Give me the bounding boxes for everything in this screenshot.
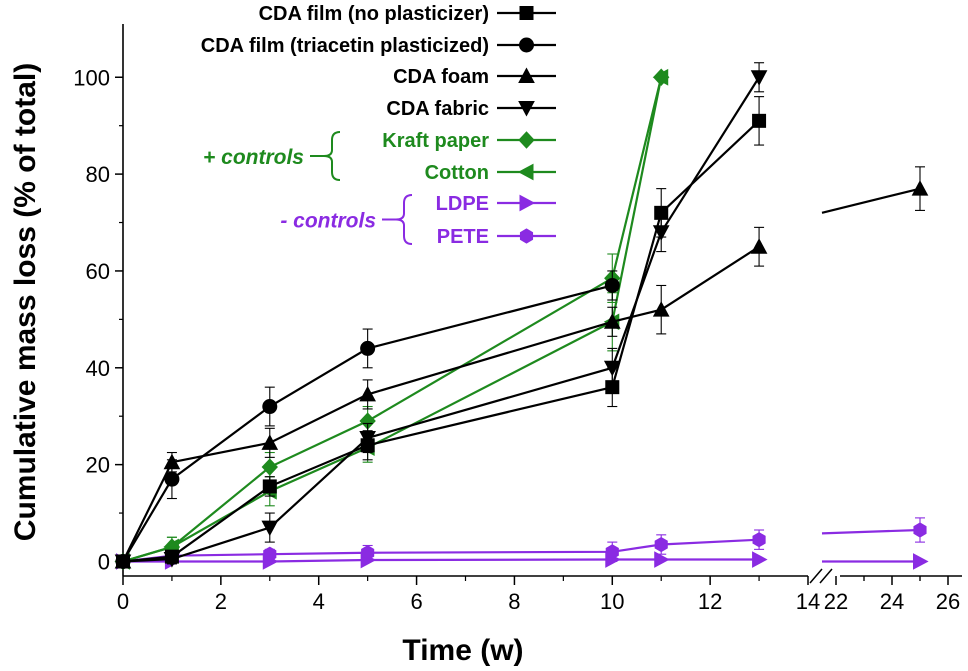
x-axis-title: Time (w) [402,634,523,667]
legend-marker [519,228,534,244]
legend-marker [518,101,535,117]
y-tick-label: 100 [73,65,110,90]
legend-label: CDA film (no plasticizer) [259,3,489,25]
data-point [360,340,376,356]
series-cda-film-triacetin-plasticized [115,270,620,569]
y-axis-title: Cumulative mass loss (% of total) [9,63,42,541]
legend-marker [519,37,534,53]
legend-marker [518,131,535,149]
legend-entry: CDA fabric [386,98,556,120]
x-tick-label: 24 [880,589,904,614]
x-tick-label: 12 [698,589,722,614]
legend-label: PETE [437,226,489,248]
data-point [654,205,669,220]
x-tick-label: 8 [508,589,520,614]
legend-entry: Cotton [425,162,556,184]
legend-entry: CDA film (triacetin plasticized) [201,35,556,57]
x-tick-label: 4 [313,589,325,614]
legend-entry: LDPE [436,193,556,215]
data-point [654,536,668,553]
data-point [359,385,376,402]
y-tick-label: 0 [98,549,110,574]
legend-label: CDA fabric [386,98,489,120]
data-point [752,113,767,128]
data-point [752,551,768,568]
data-point [116,554,130,569]
legend-entry: PETE [437,226,556,248]
legend-group: - controls [280,194,413,245]
x-tick-label: 0 [117,589,129,614]
axis-break-mark [809,568,823,584]
series-line [122,77,663,563]
data-point [361,545,375,561]
data-point [654,551,670,568]
data-point [913,522,927,538]
legend-label: CDA foam [393,66,489,88]
y-tick-label: 60 [86,259,110,284]
data-point [263,546,277,562]
legend-marker [519,6,534,20]
x-tick-label: 10 [600,589,624,614]
y-tick-label: 20 [86,453,110,478]
data-point [164,549,179,564]
x-tick-label: 22 [824,589,848,614]
legend-entry: Kraft paper [382,130,556,152]
data-point [605,380,620,395]
data-point [750,238,768,254]
data-point [605,544,619,560]
data-point [261,458,278,476]
series-line-after-break [821,528,921,535]
legend-marker [519,194,536,212]
legend: CDA film (no plasticizer) CDA film (triac… [201,3,556,248]
plot-series [114,62,929,571]
series-line [122,120,760,563]
legend-group-label: - controls [280,210,376,233]
data-point [261,434,279,450]
legend-group-brace [395,194,413,245]
data-point [262,479,277,494]
legend-label: Kraft paper [382,130,489,152]
x-tick-label: 14 [796,589,820,614]
legend-label: CDA film (triacetin plasticized) [201,35,489,57]
data-point [911,180,929,196]
legend-group: + controls [203,131,341,181]
series-cda-film-no-plasticizer [116,96,767,569]
legend-entry: CDA foam [393,66,556,88]
data-point [752,532,766,548]
data-point [360,438,375,453]
x-tick-label: 2 [215,589,227,614]
legend-marker [518,67,535,83]
data-point [750,70,768,86]
x-tick-label: 6 [410,589,422,614]
x-tick-label: 26 [936,589,960,614]
data-point [261,520,279,537]
legend-group-brace [323,131,341,181]
series-line-after-break [821,187,921,214]
legend-entry: CDA film (no plasticizer) [259,3,556,25]
y-tick-label: 80 [86,162,110,187]
y-tick-label: 40 [86,356,110,381]
data-point [603,313,621,329]
data-point [913,553,929,570]
legend-label: Cotton [425,162,489,184]
series-line [122,245,760,562]
legend-marker [517,163,534,181]
data-point [164,471,180,487]
data-point [652,301,670,317]
axis-break-mark [819,568,833,584]
data-point [604,277,620,293]
legend-label: LDPE [436,193,489,215]
data-point [652,68,669,86]
data-point [262,399,278,415]
legend-group-label: + controls [203,146,304,169]
